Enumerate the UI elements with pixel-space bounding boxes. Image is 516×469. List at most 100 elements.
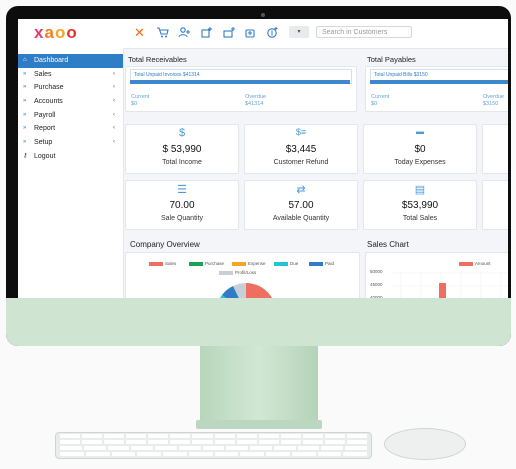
chevron-left-icon: ‹ (113, 111, 115, 118)
sidebar-item-payroll[interactable]: » Payroll ‹ (18, 109, 123, 123)
sidebar-item-accounts[interactable]: » Accounts ‹ (18, 95, 123, 109)
stat-value: $3,445 (285, 144, 317, 155)
stat-value: $53,990 (401, 200, 439, 211)
double-chevron-icon: » (23, 98, 27, 105)
legend-sales: Sales (149, 261, 176, 266)
stat-card-today-expenses[interactable]: ▬ $0 Today Expenses (363, 124, 477, 174)
stat-label: Today Expenses (394, 159, 446, 166)
stat-value: 57.00 (288, 200, 314, 211)
logo-letter: o (54, 23, 66, 42)
sidebar-item-setup[interactable]: » Setup ‹ (18, 136, 123, 150)
payables-current-label: Current (371, 94, 390, 100)
sidebar-item-label: Report (34, 125, 56, 133)
sidebar-item-label: Accounts (34, 98, 63, 106)
mouse (384, 428, 466, 460)
stat-value: $ 53,990 (162, 144, 202, 155)
stat-card-partial[interactable] (482, 180, 508, 230)
legend-paid: Paid (309, 261, 334, 266)
sidebar: x a o o ⌂ Dashboard » Sales ‹ » Purchase (18, 19, 124, 304)
company-overview-card: Sales Purchase Expense Due Paid Profit/L… (125, 252, 360, 304)
receivables-overdue-value: $41314 (245, 101, 264, 107)
add-user-icon[interactable] (178, 26, 191, 39)
stat-card-customer-refund[interactable]: $≡ $3,445 Customer Refund (244, 124, 358, 174)
add-invoice-icon[interactable] (244, 26, 257, 39)
legend-swatch (219, 270, 233, 275)
legend-expense: Expense (232, 261, 266, 266)
top-toolbar: ✕ ▾ Search in Customers (123, 19, 508, 49)
sidebar-menu: ⌂ Dashboard » Sales ‹ » Purchase ‹ » Acc… (18, 54, 123, 164)
chevron-left-icon: ‹ (113, 139, 115, 146)
payables-title: Total Payables (367, 55, 416, 64)
legend-label: Paid (325, 261, 335, 266)
monitor-stand (200, 346, 318, 424)
double-chevron-icon: » (23, 70, 27, 77)
legend-swatch (232, 261, 246, 266)
sidebar-item-label: Logout (34, 152, 56, 160)
sidebar-item-label: Sales (34, 70, 52, 78)
payables-current-value: $0 (371, 101, 378, 107)
legend-label: Expense (248, 261, 266, 266)
legend-swatch (309, 261, 323, 266)
legend-swatch (459, 261, 473, 266)
sidebar-item-logout[interactable]: ⚷ Logout (18, 150, 123, 164)
money-hand-icon: $ (178, 127, 186, 139)
legend-amount: Amount (459, 261, 491, 266)
home-icon: ⌂ (23, 57, 27, 63)
double-chevron-icon: » (23, 125, 27, 132)
sidebar-item-dashboard[interactable]: ⌂ Dashboard (18, 54, 123, 68)
search-input[interactable]: Search in Customers (316, 26, 412, 38)
receivables-card: Total Unpaid Invoices $41314 Current $0 … (125, 66, 357, 112)
chevron-left-icon: ‹ (113, 70, 115, 77)
receipt-icon: ▤ (414, 184, 426, 196)
search-scope-dropdown[interactable]: ▾ (289, 26, 309, 38)
payables-overdue-value: $3150 (483, 101, 499, 107)
add-product-icon[interactable] (200, 26, 213, 39)
monitor-frame: x a o o ⌂ Dashboard » Sales ‹ » Purchase (6, 6, 511, 346)
logo-letter: x (34, 23, 44, 42)
add-supplier-icon[interactable] (222, 26, 235, 39)
stat-card-available-quantity[interactable]: ⇄ 57.00 Available Quantity (244, 180, 358, 230)
minus-icon: ▬ (416, 127, 424, 136)
receivables-overdue-label: Overdue (245, 94, 267, 100)
stat-card-sale-quantity[interactable]: ☰ 70.00 Sale Quantity (125, 180, 239, 230)
add-cart-icon[interactable] (156, 26, 169, 39)
y-tick-label: 45000 (370, 282, 383, 287)
receivables-current-label: Current (131, 94, 150, 100)
y-tick-label: 50000 (370, 269, 383, 274)
receivables-unpaid-label: Total Unpaid Invoices $41314 (134, 72, 200, 78)
payables-card: Total Unpaid Bills $3150 Current $0 Over… (365, 66, 508, 112)
receivables-title: Total Receivables (128, 55, 187, 64)
double-chevron-icon: » (23, 139, 27, 146)
camera-icon (261, 13, 265, 17)
key-icon: ⚷ (23, 152, 28, 159)
stat-card-total-sales[interactable]: ▤ $53,990 Total Sales (363, 180, 477, 230)
legend-purchase: Purchase (189, 261, 224, 266)
stat-card-partial[interactable] (482, 124, 508, 174)
sidebar-item-label: Purchase (34, 84, 64, 92)
sidebar-item-label: Payroll (34, 111, 56, 119)
sidebar-item-purchase[interactable]: » Purchase ‹ (18, 81, 123, 95)
add-payment-icon[interactable] (266, 26, 279, 39)
stat-card-total-income[interactable]: $ $ 53,990 Total Income (125, 124, 239, 174)
sidebar-item-report[interactable]: » Report ‹ (18, 122, 123, 136)
stat-label: Customer Refund (273, 159, 329, 166)
legend-label: Sales (165, 261, 177, 266)
close-icon[interactable]: ✕ (134, 25, 145, 40)
double-chevron-icon: » (23, 111, 27, 118)
legend-swatch (149, 261, 163, 266)
payables-progress-bar (370, 80, 508, 84)
sidebar-item-label: Dashboard (34, 57, 69, 64)
monitor-stand-base (196, 420, 322, 429)
sales-chart-title: Sales Chart (367, 240, 409, 249)
sales-chart-card: Amount 50000 45000 40000 (365, 252, 508, 304)
receivables-current-value: $0 (131, 101, 138, 107)
legend-label: Purchase (205, 261, 225, 266)
stat-label: Total Income (162, 159, 202, 166)
payables-unpaid-label: Total Unpaid Bills $3150 (374, 72, 428, 78)
chevron-left-icon: ‹ (113, 125, 115, 132)
legend-label: Due (290, 261, 299, 266)
sidebar-item-sales[interactable]: » Sales ‹ (18, 68, 123, 82)
stat-value: 70.00 (169, 200, 195, 211)
cash-icon: $≡ (295, 127, 307, 137)
brand-logo[interactable]: x a o o (34, 23, 77, 43)
